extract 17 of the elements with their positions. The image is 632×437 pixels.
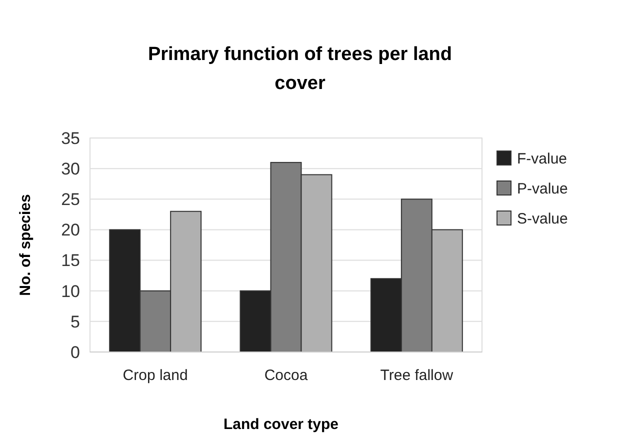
- y-tick-label: 5: [70, 312, 80, 332]
- y-tick-label: 10: [61, 282, 80, 301]
- y-axis-title: No. of species: [17, 194, 34, 296]
- y-tick-label: 30: [61, 160, 80, 179]
- y-tick-label: 25: [61, 190, 80, 210]
- x-tick-label: Tree fallow: [380, 367, 454, 384]
- legend-label: P-value: [517, 180, 568, 198]
- legend-label: S-value: [517, 210, 568, 228]
- x-axis-title: Land cover type: [223, 416, 339, 433]
- y-tick-label: 0: [70, 342, 80, 362]
- chart-title: Primary function of trees per land cover: [148, 44, 452, 94]
- x-tick-label: Crop land: [122, 367, 188, 384]
- y-tick-label: 15: [61, 251, 80, 270]
- x-tick-label: Cocoa: [264, 367, 308, 384]
- y-tick-label: 20: [61, 220, 80, 240]
- y-tick-label: 35: [61, 128, 80, 148]
- legend-label: F-value: [517, 150, 568, 168]
